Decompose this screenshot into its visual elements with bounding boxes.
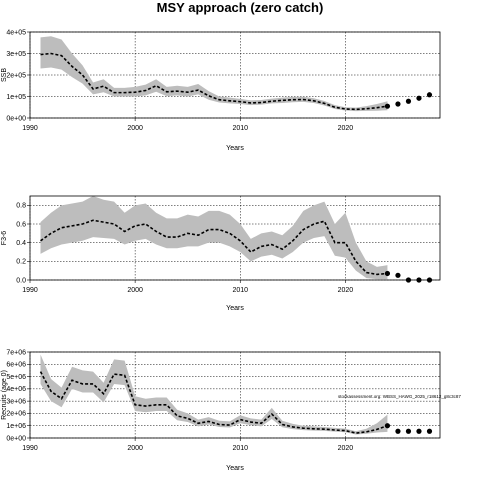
y-tick-label: 4e+05 bbox=[6, 29, 26, 36]
y-tick-label: 2e+05 bbox=[6, 72, 26, 79]
plot-frame bbox=[29, 351, 441, 439]
projection-point bbox=[426, 428, 433, 434]
x-tick-label: 2010 bbox=[232, 445, 248, 452]
confidence-band bbox=[40, 196, 388, 280]
panel-recruitment: 1990 2000 2010 2020 0e+00 1e+06 2e+06 3e+06 4e+0… bbox=[1, 349, 461, 472]
projection-point bbox=[384, 270, 391, 277]
projection-point bbox=[405, 98, 412, 104]
median-line bbox=[39, 371, 388, 434]
projection-point bbox=[384, 103, 391, 109]
y-tick-label: 0.4 bbox=[16, 240, 26, 247]
y-axis-title: F3-6 bbox=[1, 231, 8, 246]
y-tick-label: 0.6 bbox=[16, 221, 26, 228]
projection-point bbox=[384, 423, 391, 429]
y-tick-label: 0.2 bbox=[16, 259, 26, 266]
projection-point bbox=[416, 428, 422, 434]
y-tick-label: 0.8 bbox=[16, 203, 26, 210]
projection-point bbox=[405, 428, 412, 434]
chart-panels: 1990 2000 2010 2020 0e+00 1e+05 2e+05 3e+05 4e+0… bbox=[1, 29, 461, 472]
x-tick-label: 2000 bbox=[127, 445, 143, 452]
x-tick-label: 2020 bbox=[338, 445, 354, 452]
y-tick-label: 7e+06 bbox=[6, 349, 26, 356]
x-axis-title: Years bbox=[226, 145, 244, 152]
x-tick-label: 1990 bbox=[22, 287, 38, 294]
x-tick-label: 2020 bbox=[338, 125, 354, 132]
y-tick-label: 3e+06 bbox=[6, 398, 26, 405]
panel-ssb: 1990 2000 2010 2020 0e+00 1e+05 2e+05 3e+05 4e+0… bbox=[1, 29, 441, 152]
y-tick-label: 6e+06 bbox=[6, 362, 26, 369]
panel-f: 1990 2000 2010 2020 0.0 0.2 0.4 0.6 0.8 Years F3-6 bbox=[1, 195, 441, 312]
projection-point bbox=[395, 428, 401, 434]
x-axis-title: Years bbox=[226, 465, 244, 472]
projection-point bbox=[395, 101, 401, 107]
x-tick-label: 2000 bbox=[127, 287, 143, 294]
plot-frame bbox=[29, 195, 441, 281]
confidence-band bbox=[40, 36, 388, 112]
confidence-band bbox=[40, 354, 388, 435]
x-tick-label: 2010 bbox=[232, 287, 248, 294]
x-axis-title: Years bbox=[226, 305, 244, 312]
x-tick-label: 2020 bbox=[338, 287, 354, 294]
y-tick-label: 1e+05 bbox=[6, 94, 26, 101]
y-axis-title: SSB bbox=[1, 68, 8, 82]
x-tick-label: 2000 bbox=[127, 125, 143, 132]
x-tick-label: 1990 bbox=[22, 125, 38, 132]
figure-title: MSY approach (zero catch) bbox=[157, 0, 324, 15]
y-axis-title: Recruits (age 0) bbox=[1, 370, 8, 420]
y-tick-label: 3e+05 bbox=[6, 51, 26, 58]
y-tick-label: 4e+06 bbox=[6, 386, 26, 393]
y-tick-label: 5e+06 bbox=[6, 374, 26, 381]
y-tick-label: 2e+06 bbox=[6, 411, 26, 418]
y-tick-label: 0.0 bbox=[16, 277, 26, 284]
x-tick-label: 2010 bbox=[232, 125, 248, 132]
median-line bbox=[40, 219, 388, 276]
source-annotation: stockassessment.org: WBSS_HAWG_2025_r186… bbox=[338, 394, 461, 399]
median-line bbox=[40, 52, 388, 111]
projection-point bbox=[416, 95, 422, 101]
y-tick-label: 1e+06 bbox=[6, 423, 26, 430]
projection-point bbox=[426, 92, 433, 98]
y-tick-label: 0e+00 bbox=[6, 115, 26, 122]
projection-point bbox=[395, 272, 401, 278]
y-tick-label: 0e+00 bbox=[6, 435, 26, 442]
x-tick-label: 1990 bbox=[22, 445, 38, 452]
